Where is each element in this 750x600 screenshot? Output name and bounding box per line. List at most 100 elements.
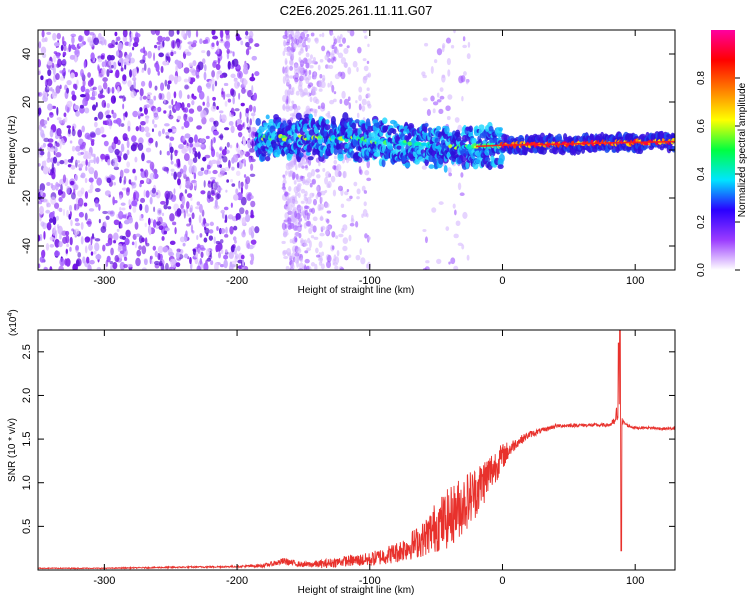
heatmap-cell bbox=[358, 94, 362, 102]
heatmap-cell bbox=[199, 138, 206, 143]
heatmap-cell bbox=[148, 80, 153, 89]
heatmap-cell bbox=[163, 99, 166, 104]
heatmap-cell bbox=[466, 254, 470, 261]
heatmap-cell bbox=[309, 182, 313, 188]
y-tick-label: 1.0 bbox=[21, 475, 33, 490]
heatmap-cell bbox=[287, 217, 292, 225]
heatmap-cell bbox=[240, 254, 245, 260]
heatmap-cell bbox=[236, 142, 239, 149]
heatmap-cell bbox=[327, 82, 330, 88]
heatmap-cell bbox=[170, 51, 174, 57]
heatmap-cell bbox=[54, 238, 60, 248]
heatmap-cell bbox=[299, 257, 303, 263]
heatmap-cell bbox=[282, 120, 287, 126]
heatmap-cell bbox=[127, 125, 131, 132]
heatmap-cell bbox=[89, 184, 94, 191]
heatmap-cell bbox=[192, 95, 197, 100]
heatmap-cell bbox=[63, 158, 68, 165]
heatmap-cell bbox=[229, 225, 234, 235]
heatmap-cell bbox=[218, 110, 224, 114]
heatmap-cell bbox=[283, 40, 287, 47]
heatmap-cell bbox=[363, 190, 368, 194]
heatmap-cell bbox=[287, 252, 292, 257]
heatmap-cell bbox=[162, 36, 166, 42]
heatmap-cell bbox=[160, 222, 167, 227]
heatmap-cell bbox=[242, 123, 245, 127]
heatmap-cell bbox=[67, 164, 72, 168]
heatmap-cell bbox=[301, 165, 305, 169]
heatmap-cell bbox=[218, 251, 222, 259]
heatmap-cell bbox=[183, 210, 186, 219]
heatmap-cell bbox=[57, 189, 62, 196]
heatmap-cell bbox=[49, 243, 55, 248]
heatmap-cell bbox=[246, 115, 249, 124]
heatmap-cell bbox=[457, 242, 463, 247]
heatmap-cell bbox=[356, 156, 363, 163]
heatmap-cell bbox=[293, 43, 297, 50]
heatmap-cell bbox=[320, 225, 326, 231]
y-tick-label: -40 bbox=[21, 238, 33, 254]
heatmap-cell bbox=[358, 103, 362, 111]
heatmap-cell bbox=[52, 156, 58, 164]
heatmap-cell bbox=[49, 87, 53, 92]
heatmap-cell bbox=[82, 79, 86, 87]
heatmap-cell bbox=[283, 255, 289, 260]
heatmap-cell bbox=[100, 55, 105, 60]
heatmap-cell bbox=[103, 220, 106, 227]
heatmap-cell bbox=[298, 221, 301, 225]
heatmap-cell bbox=[58, 207, 63, 213]
heatmap-cell bbox=[148, 98, 154, 105]
heatmap-cell bbox=[310, 168, 316, 177]
heatmap-cell bbox=[119, 206, 122, 212]
heatmap-cell bbox=[65, 230, 70, 236]
heatmap-cell bbox=[362, 30, 367, 34]
heatmap-cell bbox=[214, 181, 218, 191]
heatmap-cell bbox=[186, 193, 193, 198]
heatmap-cell bbox=[182, 242, 186, 247]
heatmap-cell bbox=[62, 208, 66, 217]
heatmap-cell bbox=[198, 144, 205, 148]
heatmap-cell bbox=[183, 253, 189, 259]
heatmap-cell bbox=[190, 224, 194, 233]
heatmap-cell bbox=[189, 256, 192, 265]
heatmap-cell bbox=[220, 38, 224, 42]
heatmap-cell bbox=[364, 233, 368, 239]
heatmap-cell bbox=[224, 100, 228, 107]
heatmap-cell bbox=[315, 185, 320, 192]
heatmap-cell bbox=[298, 75, 304, 82]
heatmap-cell bbox=[286, 51, 292, 56]
heatmap-cell bbox=[314, 263, 318, 270]
heatmap-cell bbox=[445, 105, 451, 112]
heatmap-cell bbox=[224, 234, 229, 238]
heatmap-cell bbox=[196, 201, 201, 206]
heatmap-cell bbox=[147, 50, 152, 59]
heatmap-cell bbox=[225, 93, 231, 98]
heatmap-cell bbox=[212, 130, 219, 136]
heatmap-cell bbox=[462, 211, 468, 219]
heatmap-cell bbox=[119, 176, 122, 184]
heatmap-cell bbox=[95, 127, 102, 136]
heatmap-cell bbox=[130, 31, 134, 39]
heatmap-cell bbox=[132, 206, 137, 213]
heatmap-cell bbox=[181, 30, 186, 38]
heatmap-cell bbox=[342, 224, 348, 231]
heatmap-cell bbox=[40, 221, 45, 227]
heatmap-cell bbox=[220, 209, 225, 214]
heatmap-cell bbox=[106, 54, 113, 61]
heatmap-cell bbox=[135, 257, 141, 267]
heatmap-cell bbox=[361, 105, 366, 112]
heatmap-cell bbox=[421, 71, 426, 76]
heatmap-cell bbox=[134, 221, 139, 230]
heatmap-cell bbox=[77, 197, 84, 207]
heatmap-cell bbox=[247, 139, 253, 149]
heatmap-cell bbox=[359, 248, 362, 256]
heatmap-cell bbox=[113, 199, 118, 204]
heatmap-cell bbox=[337, 153, 344, 162]
heatmap-cell bbox=[153, 44, 158, 49]
heatmap-cell bbox=[283, 176, 287, 180]
heatmap-cell bbox=[106, 118, 112, 126]
heatmap-cell bbox=[68, 43, 72, 53]
heatmap-cell bbox=[144, 62, 147, 72]
heatmap-cell bbox=[227, 60, 232, 70]
heatmap-cell bbox=[113, 232, 119, 241]
